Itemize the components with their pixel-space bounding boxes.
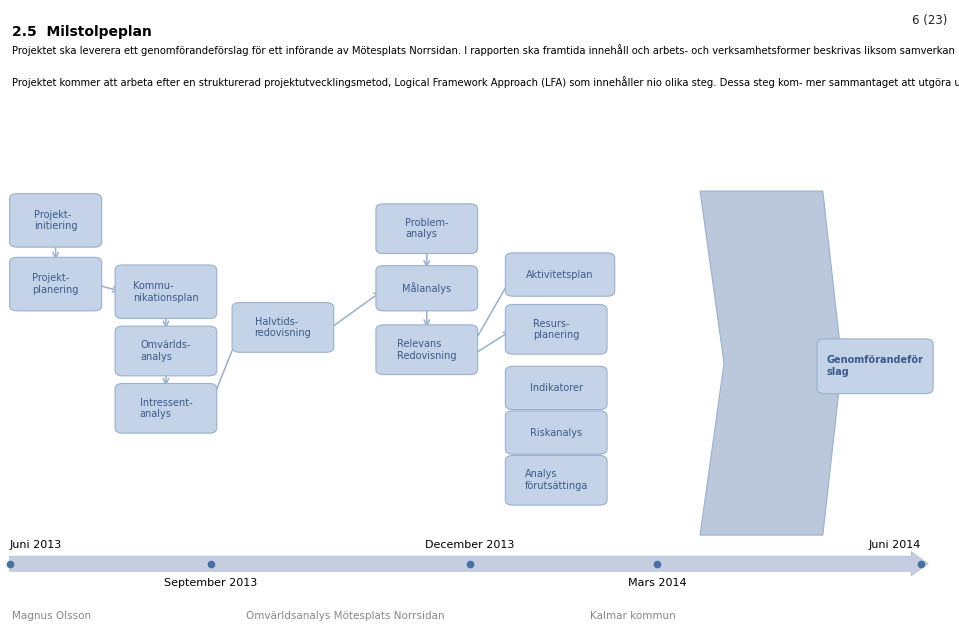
Text: Relevans
Redovisning: Relevans Redovisning <box>397 339 456 361</box>
FancyBboxPatch shape <box>10 257 102 311</box>
FancyBboxPatch shape <box>115 265 217 318</box>
Text: Indikatorer: Indikatorer <box>529 383 583 393</box>
Text: Omvärldsanalys Mötesplats Norrsidan: Omvärldsanalys Mötesplats Norrsidan <box>246 611 445 621</box>
Text: Projektet kommer att arbeta efter en strukturerad projektutvecklingsmetod, Logic: Projektet kommer att arbeta efter en str… <box>12 76 959 89</box>
FancyBboxPatch shape <box>115 383 217 433</box>
Text: Resurs-
planering: Resurs- planering <box>533 318 579 340</box>
FancyBboxPatch shape <box>505 253 615 296</box>
FancyBboxPatch shape <box>232 303 334 352</box>
Polygon shape <box>700 191 842 535</box>
Text: Problem-
analys: Problem- analys <box>405 218 449 240</box>
FancyBboxPatch shape <box>115 326 217 376</box>
Text: Projekt-
planering: Projekt- planering <box>33 273 79 295</box>
Text: Juni 2013: Juni 2013 <box>10 540 61 550</box>
Text: Juni 2014: Juni 2014 <box>868 540 921 550</box>
Text: Halvtids-
redovisning: Halvtids- redovisning <box>254 317 312 338</box>
FancyBboxPatch shape <box>505 455 607 505</box>
Text: 2.5  Milstolpeplan: 2.5 Milstolpeplan <box>12 25 152 39</box>
Text: Analys
förutsättinga: Analys förutsättinga <box>525 469 588 491</box>
Text: Riskanalys: Riskanalys <box>530 427 582 438</box>
Text: December 2013: December 2013 <box>425 540 515 550</box>
FancyBboxPatch shape <box>376 204 478 254</box>
Text: September 2013: September 2013 <box>164 578 258 588</box>
FancyArrow shape <box>10 552 928 576</box>
Text: Kalmar kommun: Kalmar kommun <box>590 611 676 621</box>
Text: Projekt-
initiering: Projekt- initiering <box>34 210 78 231</box>
FancyBboxPatch shape <box>376 325 478 375</box>
Text: Projektet ska leverera ett genomförandeförslag för ett införande av Mötesplats N: Projektet ska leverera ett genomförandef… <box>12 45 959 57</box>
Text: 6 (23): 6 (23) <box>912 14 947 27</box>
Text: Intressent-
analys: Intressent- analys <box>140 397 192 419</box>
FancyBboxPatch shape <box>505 304 607 354</box>
Text: Magnus Olsson: Magnus Olsson <box>12 611 91 621</box>
Text: Målanalys: Målanalys <box>402 282 452 294</box>
FancyBboxPatch shape <box>10 194 102 247</box>
FancyBboxPatch shape <box>817 339 933 394</box>
Text: Mars 2014: Mars 2014 <box>627 578 687 588</box>
FancyBboxPatch shape <box>505 411 607 454</box>
FancyBboxPatch shape <box>505 366 607 410</box>
Text: Aktivitetsplan: Aktivitetsplan <box>526 269 594 280</box>
FancyBboxPatch shape <box>376 266 478 311</box>
Text: Kommu-
nikationsplan: Kommu- nikationsplan <box>133 281 199 303</box>
Text: Omvärlds-
analys: Omvärlds- analys <box>141 340 191 362</box>
Text: Genomförandeför
slag: Genomförandeför slag <box>827 355 924 377</box>
